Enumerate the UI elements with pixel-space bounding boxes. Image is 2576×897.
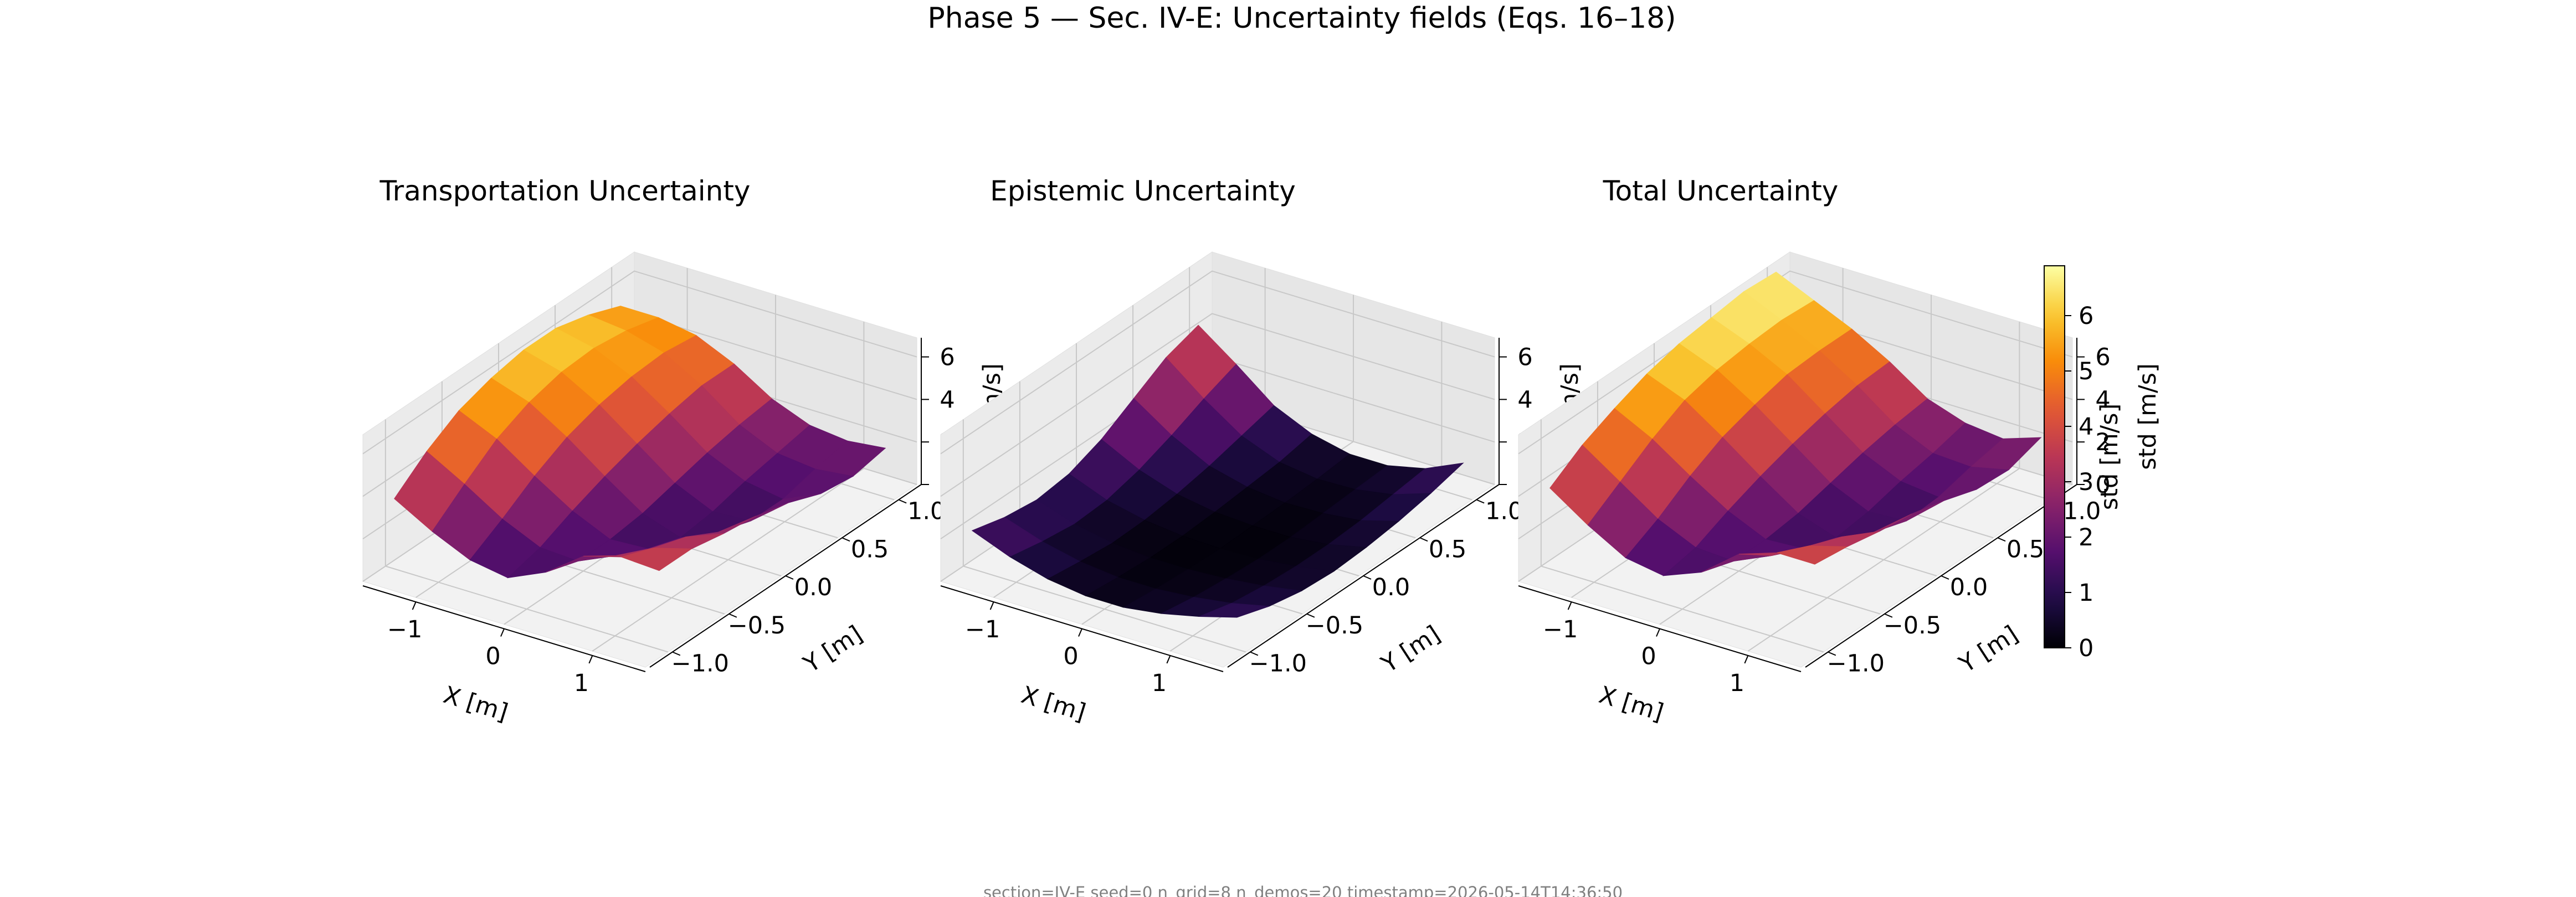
y-tick-label: 0.0 — [1372, 574, 1410, 601]
y-tick-mark — [1476, 499, 1485, 504]
x-tick-mark — [1078, 628, 1082, 637]
x-tick-label: 0 — [1063, 643, 1078, 671]
y-axis-label: Y [m] — [1954, 620, 2023, 678]
y-tick-mark — [841, 537, 850, 542]
z-tick-label: 6 — [940, 344, 955, 372]
x-axis-label: X [m] — [440, 681, 511, 726]
y-tick-mark — [1250, 651, 1259, 656]
grid-line — [940, 313, 1495, 497]
colorbar-tick-label: 2 — [2079, 524, 2093, 551]
y-tick-label: −1.0 — [1827, 650, 1885, 678]
surface-facet — [620, 548, 692, 571]
grid-line — [1518, 270, 2073, 455]
y-tick-mark — [1941, 575, 1949, 580]
z-tick-label: 4 — [940, 386, 955, 414]
panel-epistemic: Epistemic Uncertainty −1 0 1 −1.0 −0.5 0.0 0.5… — [940, 175, 1584, 727]
x-axis-label: X [m] — [1018, 681, 1089, 726]
x-tick-label: 1 — [1730, 669, 1744, 697]
colorbar-ticks: 0 1 2 3 4 5 6 — [2065, 302, 2093, 662]
colorbar-fill — [2044, 265, 2065, 648]
y-axis-label: Y [m] — [1376, 620, 1445, 678]
y-tick-label: −1.0 — [1249, 650, 1307, 678]
y-tick-mark — [728, 613, 737, 618]
figure-suptitle: Phase 5 — Sec. IV-E: Uncertainty fields … — [927, 2, 1676, 35]
surface-facet — [1199, 603, 1270, 618]
y-tick-mark — [1828, 651, 1836, 656]
y-tick-mark — [1884, 613, 1893, 618]
y-tick-mark — [1306, 613, 1315, 618]
x-tick-mark — [500, 628, 505, 637]
x-tick-label: 1 — [574, 669, 589, 697]
panel-transportation: Transportation Uncertainty −1 0 1 −1.0 −0.5 0… — [362, 175, 1006, 727]
z-tick-label: 6 — [1517, 344, 1532, 372]
y-tick-label: 1.0 — [2063, 498, 2101, 525]
colorbar-tick-label: 5 — [2079, 358, 2093, 385]
z-tick-label: 0 — [2095, 471, 2110, 499]
y-tick-mark — [1363, 575, 1372, 580]
colorbar-tick-label: 6 — [2079, 302, 2093, 330]
y-tick-label: −0.5 — [1306, 612, 1363, 640]
x-tick-mark — [1744, 655, 1749, 664]
surface-facet — [1777, 545, 1849, 565]
y-tick-mark — [1997, 537, 2006, 542]
y-tick-label: 1.0 — [1485, 498, 1523, 525]
y-tick-mark — [1419, 537, 1428, 542]
y-axis-label: Y [m] — [798, 620, 868, 678]
x-tick-label: 0 — [1641, 643, 1656, 671]
z-tick-label: 4 — [1517, 386, 1532, 414]
x-tick-mark — [412, 601, 417, 610]
footer-metadata: section=IV-E seed=0 n_grid=8 n_demos=20 … — [983, 883, 1623, 897]
colorbar-tick-label: 4 — [2079, 413, 2093, 441]
x-tick-label: −1 — [965, 616, 1000, 643]
y-tick-label: 0.0 — [794, 574, 832, 601]
panel-total: Total Uncertainty −101−1.0−0.50.00.51.00… — [1517, 175, 2162, 727]
x-tick-mark — [588, 655, 593, 664]
y-tick-mark — [785, 575, 794, 580]
y-tick-label: 0.5 — [1429, 535, 1466, 563]
z-tick-label: 2 — [2095, 429, 2110, 456]
colorbar-tick-label: 1 — [2079, 579, 2093, 607]
z-tick-label: 6 — [2095, 344, 2110, 372]
x-tick-mark — [989, 601, 994, 610]
y-tick-label: −1.0 — [671, 650, 729, 678]
grid-line — [362, 270, 917, 455]
x-tick-mark — [1166, 655, 1171, 664]
x-tick-mark — [1567, 601, 1572, 610]
panel-title: Epistemic Uncertainty — [990, 175, 1296, 207]
y-tick-label: 0.0 — [1950, 574, 1988, 601]
colorbar-tick-label: 3 — [2079, 468, 2093, 496]
grid-line — [940, 270, 1495, 455]
x-tick-label: −1 — [1543, 616, 1578, 643]
y-tick-mark — [672, 651, 681, 656]
y-tick-label: −0.5 — [1884, 612, 1941, 640]
x-axis-label: X [m] — [1596, 681, 1667, 726]
x-tick-label: 0 — [485, 643, 500, 671]
z-axis-label: std [m/s] — [2134, 363, 2162, 470]
y-tick-label: 0.5 — [2007, 535, 2044, 563]
panel-title: Transportation Uncertainty — [379, 175, 750, 207]
panel-title: Total Uncertainty — [1603, 175, 1839, 207]
x-tick-label: −1 — [387, 616, 422, 643]
colorbar-tick-label: 0 — [2079, 635, 2093, 662]
z-tick-label: 4 — [2095, 386, 2110, 414]
y-tick-label: 0.5 — [851, 535, 889, 563]
x-tick-label: 1 — [1152, 669, 1167, 697]
y-tick-mark — [898, 499, 907, 504]
y-tick-label: −0.5 — [728, 612, 786, 640]
x-tick-mark — [1656, 628, 1660, 637]
colorbar-label: std [m/s] — [2096, 404, 2123, 511]
y-tick-label: 1.0 — [907, 498, 945, 525]
